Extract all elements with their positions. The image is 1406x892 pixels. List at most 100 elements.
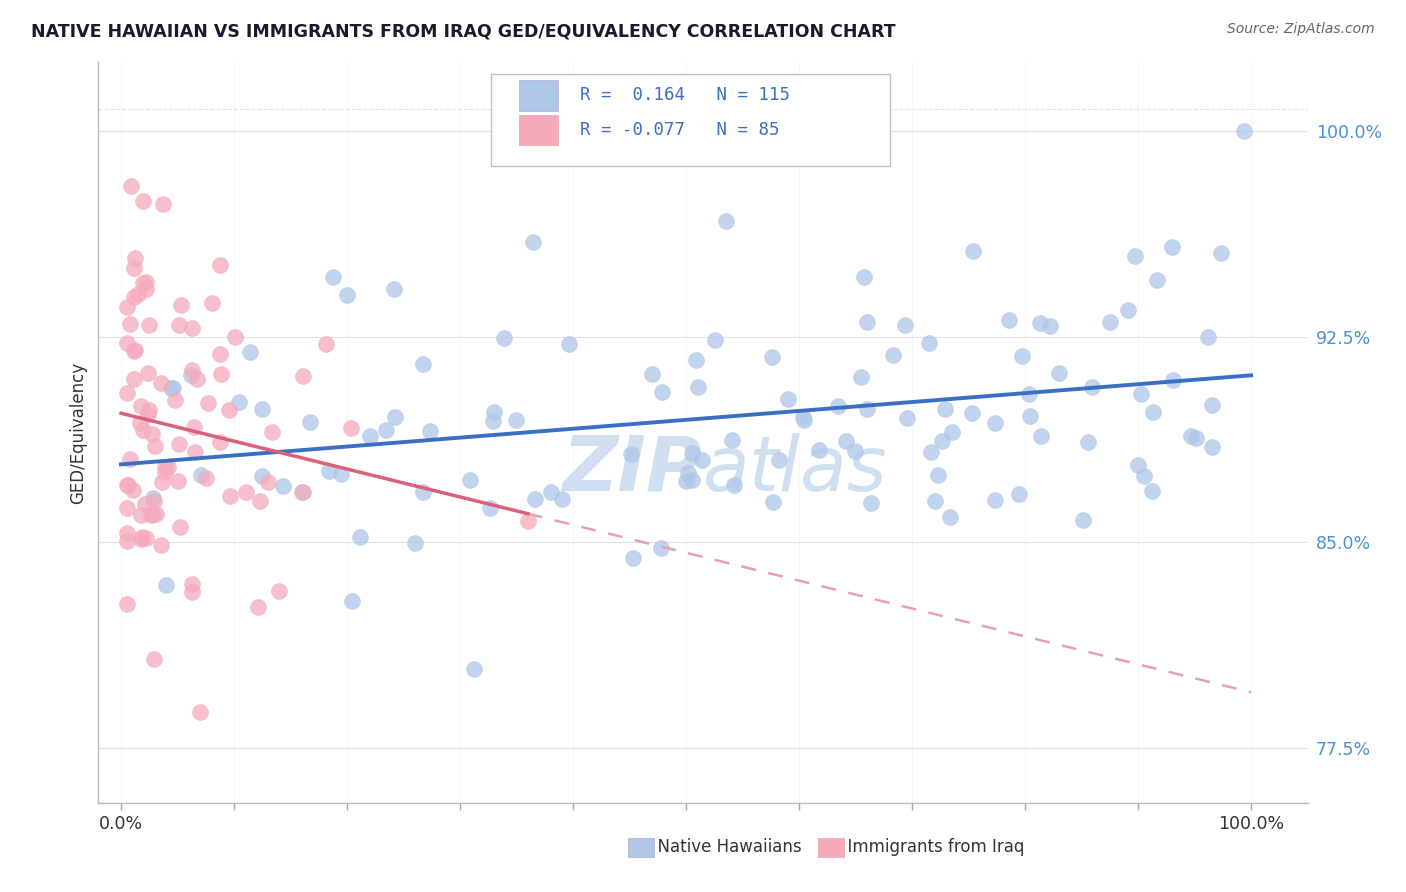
Point bbox=[375, 423, 398, 437]
Point bbox=[835, 434, 858, 449]
Point bbox=[115, 300, 138, 314]
Point bbox=[340, 593, 363, 607]
Point bbox=[184, 445, 207, 459]
Point bbox=[298, 416, 321, 430]
Point bbox=[920, 445, 942, 459]
Text: R = -0.077   N = 85: R = -0.077 N = 85 bbox=[579, 120, 779, 139]
Point bbox=[1116, 302, 1139, 317]
Point bbox=[675, 474, 697, 488]
Point bbox=[761, 350, 783, 364]
Point bbox=[167, 436, 190, 450]
Point bbox=[271, 479, 294, 493]
Point bbox=[941, 425, 963, 439]
Point bbox=[623, 550, 645, 565]
Point bbox=[169, 318, 191, 333]
Point bbox=[882, 348, 904, 362]
Point bbox=[228, 395, 250, 409]
Point bbox=[827, 399, 849, 413]
Point bbox=[619, 447, 641, 461]
Point bbox=[723, 478, 745, 492]
Point bbox=[1073, 513, 1095, 527]
Point bbox=[927, 468, 949, 483]
Point bbox=[131, 530, 153, 544]
Point bbox=[150, 376, 173, 390]
Text: NATIVE HAWAIIAN VS IMMIGRANTS FROM IRAQ GED/EQUIVALENCY CORRELATION CHART: NATIVE HAWAIIAN VS IMMIGRANTS FROM IRAQ … bbox=[31, 22, 896, 40]
Point bbox=[135, 281, 157, 295]
Point bbox=[153, 460, 176, 475]
Point bbox=[292, 369, 315, 384]
Point bbox=[190, 705, 212, 719]
Point bbox=[792, 410, 814, 425]
Point bbox=[1201, 440, 1223, 454]
Point bbox=[150, 475, 173, 489]
Point bbox=[384, 410, 406, 425]
Point bbox=[1184, 431, 1206, 445]
Point bbox=[1160, 240, 1182, 254]
Point bbox=[135, 275, 157, 289]
FancyBboxPatch shape bbox=[492, 73, 890, 166]
Point bbox=[482, 414, 505, 428]
Point bbox=[960, 406, 983, 420]
Point bbox=[129, 399, 152, 413]
Point bbox=[115, 501, 138, 516]
Point bbox=[1029, 316, 1052, 330]
Point bbox=[139, 508, 162, 522]
Point bbox=[186, 372, 208, 386]
Point bbox=[169, 519, 191, 533]
Point bbox=[218, 489, 240, 503]
Point bbox=[183, 420, 205, 434]
Point bbox=[685, 352, 707, 367]
Point bbox=[853, 270, 876, 285]
Point bbox=[135, 531, 157, 545]
Point bbox=[122, 289, 145, 303]
Point bbox=[1201, 398, 1223, 412]
Point bbox=[690, 453, 713, 467]
Point bbox=[318, 464, 340, 478]
Point bbox=[117, 478, 139, 492]
Point bbox=[132, 194, 155, 208]
Point bbox=[180, 363, 202, 377]
Point bbox=[1008, 486, 1031, 500]
Point bbox=[894, 318, 917, 333]
Point bbox=[209, 258, 232, 272]
Point bbox=[165, 393, 187, 408]
Point bbox=[136, 407, 159, 421]
Point bbox=[122, 372, 145, 386]
Point bbox=[1180, 428, 1202, 442]
Point bbox=[124, 343, 146, 357]
Text: R =  0.164   N = 115: R = 0.164 N = 115 bbox=[579, 86, 790, 104]
Point bbox=[681, 446, 703, 460]
Point bbox=[128, 416, 150, 430]
Bar bbox=[519, 80, 558, 111]
Point bbox=[1211, 246, 1233, 260]
Point bbox=[195, 471, 218, 485]
Point bbox=[315, 337, 337, 351]
Point bbox=[209, 367, 232, 381]
Point bbox=[166, 474, 188, 488]
Point bbox=[998, 313, 1021, 327]
Point bbox=[129, 508, 152, 522]
Point bbox=[322, 270, 344, 285]
Point bbox=[924, 494, 946, 508]
Point bbox=[138, 403, 160, 417]
Point bbox=[224, 330, 246, 344]
Point bbox=[201, 296, 224, 310]
Point bbox=[918, 335, 941, 350]
Point bbox=[339, 421, 361, 435]
Point bbox=[181, 320, 204, 334]
Point bbox=[939, 510, 962, 524]
Point bbox=[931, 434, 953, 448]
Point bbox=[1129, 387, 1152, 401]
Point bbox=[153, 465, 176, 479]
Point bbox=[1098, 315, 1121, 329]
Point bbox=[479, 501, 502, 516]
Point bbox=[249, 494, 271, 508]
Point bbox=[115, 386, 138, 401]
Point bbox=[156, 460, 179, 475]
Point bbox=[1047, 367, 1070, 381]
Point bbox=[115, 597, 138, 611]
Point bbox=[269, 583, 291, 598]
Point bbox=[115, 336, 138, 351]
Point bbox=[252, 402, 274, 417]
Point bbox=[557, 337, 579, 351]
